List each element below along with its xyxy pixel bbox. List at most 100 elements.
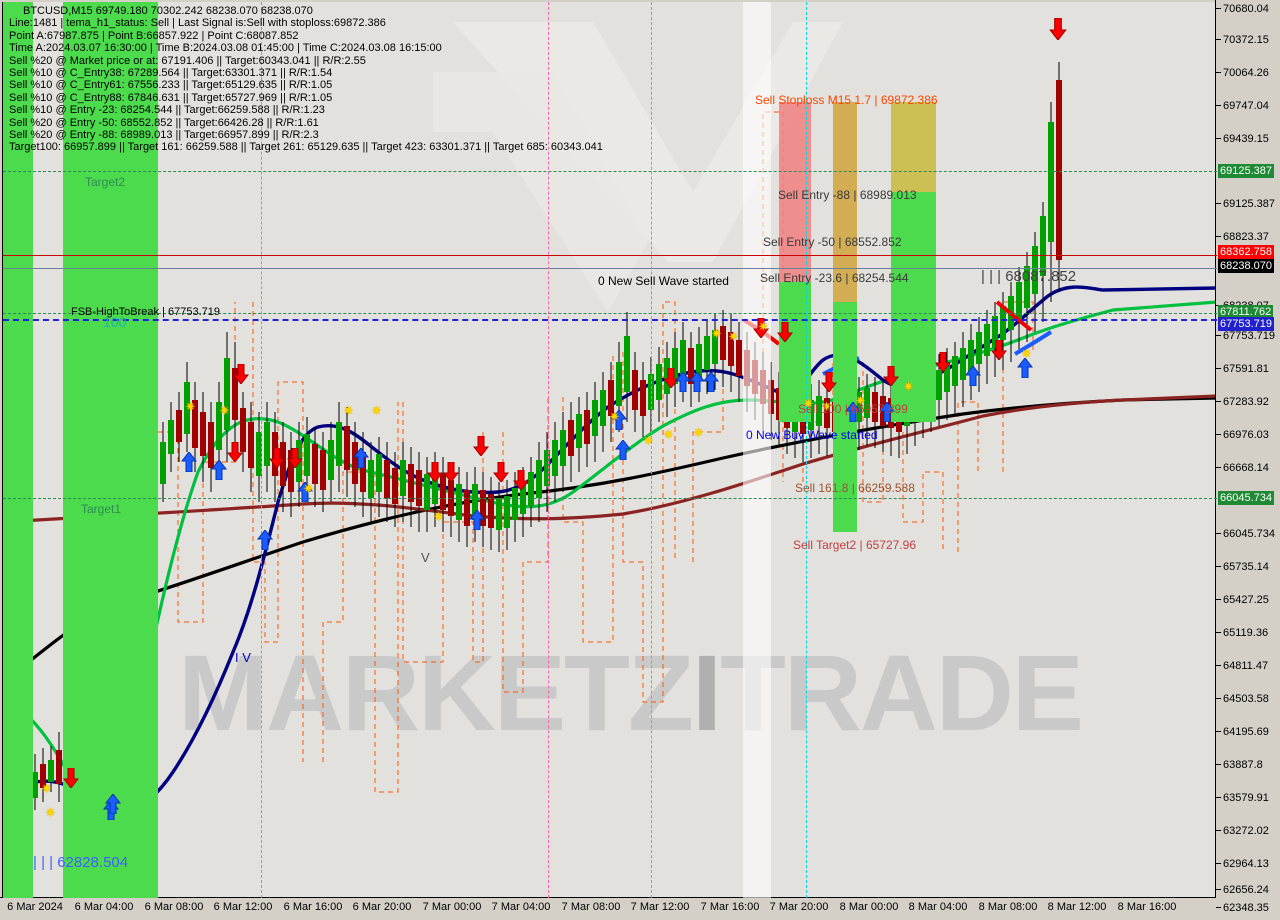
- sell-arrow-icon: [442, 461, 460, 487]
- chart-plot-area[interactable]: MARKETZITRADE: [2, 2, 1217, 898]
- price-tick: 66045.734: [1216, 528, 1275, 540]
- watermark-part2: TRADE: [719, 632, 1084, 753]
- buy-arrow-icon: [610, 409, 628, 435]
- buy-arrow-icon: [844, 401, 862, 427]
- signal-star-icon: ✷: [433, 509, 444, 524]
- time-tick: 8 Mar 04:00: [908, 901, 968, 913]
- buy-arrow-icon: [104, 793, 122, 819]
- price-tick: 63579.91: [1216, 792, 1269, 804]
- signal-star-icon: ✷: [41, 781, 52, 796]
- price-tick: 67283.92: [1216, 396, 1269, 408]
- time-axis[interactable]: 6 Mar 2024 6 Mar 04:00 6 Mar 08:00 6 Mar…: [0, 897, 1216, 920]
- sell-arrow-icon: [492, 461, 510, 487]
- buy-arrow-icon: [964, 365, 982, 391]
- buy-arrow-icon: [296, 481, 314, 507]
- signal-star-icon: ✷: [643, 433, 654, 448]
- price-tick: 70372.15: [1216, 34, 1269, 46]
- time-tick: 7 Mar 04:00: [491, 901, 551, 913]
- time-tick: 6 Mar 20:00: [352, 901, 412, 913]
- session-band-green: [743, 2, 771, 898]
- signal-star-icon: ✷: [693, 425, 704, 440]
- info-line: Time A:2024.03.07 16:30:00 | Time B:2024…: [9, 42, 442, 55]
- sell-arrow-icon: [662, 367, 680, 393]
- price-tick: 64195.69: [1216, 726, 1269, 738]
- ma-brown: [3, 394, 1217, 524]
- price-tick: 66976.03: [1216, 429, 1269, 441]
- annotation-sell-entry-50: Sell Entry -50 | 68552.852: [763, 235, 902, 249]
- annotation-new-sell-wave: 0 New Sell Wave started: [598, 274, 729, 288]
- price-tick: 64811.47: [1216, 660, 1268, 672]
- time-tick: 6 Mar 2024: [7, 901, 63, 913]
- price-tick: 63887.8: [1216, 759, 1263, 771]
- stoploss-red-line: [3, 255, 1217, 256]
- price-tick: 64503.58: [1216, 693, 1269, 705]
- watermark-bar: I: [691, 632, 722, 753]
- price-label-fsb-blue: 67753.719: [1218, 317, 1274, 331]
- sell-arrow-icon: [820, 371, 838, 397]
- time-tick: 8 Mar 00:00: [839, 901, 899, 913]
- annotation-sell-target2: Sell Target2 | 65727.96: [793, 538, 916, 552]
- price-tick: 67753.719: [1216, 330, 1275, 342]
- time-tick: 8 Mar 16:00: [1117, 901, 1177, 913]
- annotation-fsb-high-to-break: FSB-HighToBreak | 67753.719: [71, 306, 220, 318]
- buy-arrow-icon: [688, 371, 706, 397]
- signal-star-icon: ✷: [821, 399, 832, 414]
- signal-star-icon: ✷: [45, 805, 56, 820]
- price-tick: 69439.15: [1216, 133, 1269, 145]
- info-line: Target100: 66957.899 || Target 161: 6625…: [9, 141, 603, 154]
- info-line: Sell %10 @ C_Entry38: 67289.564 || Targe…: [9, 66, 333, 79]
- info-line: Sell %20 @ Market price or at: 67191.406…: [9, 54, 366, 67]
- sell-arrow-icon: [426, 461, 444, 487]
- annotation-price-marker-top: | | | 68087.852: [981, 268, 1077, 285]
- signal-star-icon: ✷: [663, 427, 674, 442]
- price-tick: 65735.14: [1216, 561, 1269, 573]
- annotation-fsb-100: 100: [103, 314, 127, 330]
- buy-arrow-icon: [468, 509, 486, 535]
- sell-arrow-icon: [934, 351, 952, 377]
- time-tick: 6 Mar 08:00: [144, 901, 204, 913]
- buy-arrow-icon: [1016, 357, 1034, 383]
- annotation-target1: Target1: [81, 502, 122, 516]
- sell-arrow-icon: [472, 435, 490, 461]
- time-tick: 7 Mar 12:00: [630, 901, 690, 913]
- buy-arrow-icon: [210, 459, 228, 485]
- buy-arrow-icon: [180, 451, 198, 477]
- chart-info-header: BTCUSD,M15 69749.180 70302.242 68238.070…: [9, 5, 603, 154]
- annotation-sell-stoploss: Sell Stoploss M15 1.7 | 69872.386: [755, 93, 938, 107]
- annotation-sell-entry-88: Sell Entry -88 | 68989.013: [778, 188, 917, 202]
- buy-arrow-icon: [614, 439, 632, 465]
- signal-star-icon: ✷: [758, 319, 769, 334]
- price-tick: 68823.37: [1216, 231, 1269, 243]
- signal-star-icon: ✷: [855, 393, 866, 408]
- price-tick: 70680.04: [1216, 3, 1269, 15]
- fsb-blue-line: [3, 319, 1217, 321]
- price-tick: 62964.13: [1216, 858, 1269, 870]
- time-tick: 6 Mar 04:00: [74, 901, 134, 913]
- annotation-sell-entry-236: Sell Entry -23.6 | 68254.544: [760, 271, 909, 285]
- time-tick: 8 Mar 08:00: [978, 901, 1038, 913]
- symbol-quote-line: BTCUSD,M15 69749.180 70302.242 68238.070…: [23, 5, 313, 17]
- price-label-current-price: 68238.070: [1218, 259, 1274, 273]
- sell-arrow-icon: [1049, 17, 1067, 45]
- price-label-fsb-green: 67811.762: [1218, 305, 1274, 319]
- current-price-line: [3, 268, 1217, 269]
- price-tick: 70064.26: [1216, 67, 1269, 79]
- price-tick: 62656.24: [1216, 884, 1269, 896]
- annotation-wave-label-iv: I V: [235, 650, 251, 665]
- sell-zone-band-1-green: [779, 282, 811, 422]
- time-marker-pink: [548, 2, 549, 898]
- time-tick: 6 Mar 12:00: [213, 901, 273, 913]
- time-marker-pink: [651, 2, 652, 898]
- ma-blue-signal: [3, 285, 1217, 813]
- sell-arrow-icon: [286, 447, 304, 473]
- sell-arrow-icon: [62, 767, 80, 793]
- sell-arrow-icon: [752, 317, 770, 343]
- annotation-wave-label-v: V: [421, 550, 430, 565]
- price-tick: 69747.04: [1216, 100, 1269, 112]
- info-line: Sell %10 @ C_Entry88: 67846.631 || Targe…: [9, 91, 333, 104]
- signal-star-icon: ✷: [343, 403, 354, 418]
- price-axis[interactable]: 70680.04 70372.15 70064.26 69747.04 6943…: [1215, 0, 1280, 914]
- info-line: Sell %20 @ Entry -50: 68552.852 || Targe…: [9, 116, 319, 129]
- signal-star-icon: ✷: [803, 396, 814, 411]
